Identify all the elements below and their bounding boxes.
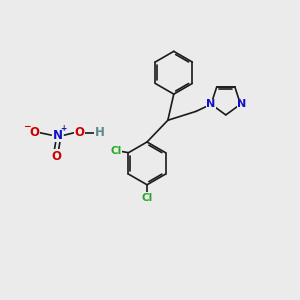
Text: +: + — [61, 124, 67, 133]
Text: O: O — [51, 150, 62, 163]
Text: O: O — [30, 126, 40, 139]
Text: H: H — [94, 126, 104, 139]
Text: N: N — [237, 99, 247, 109]
Text: Cl: Cl — [141, 193, 153, 202]
Text: Cl: Cl — [110, 146, 121, 157]
Text: −: − — [22, 122, 30, 131]
Text: N: N — [53, 129, 63, 142]
Text: O: O — [74, 126, 84, 139]
Text: N: N — [206, 99, 216, 109]
